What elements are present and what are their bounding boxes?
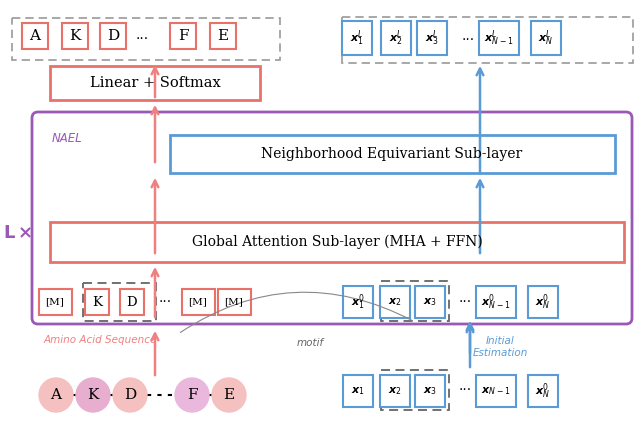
- Bar: [381, 281, 449, 321]
- Bar: [381, 21, 411, 55]
- Bar: [343, 286, 373, 318]
- Text: F: F: [187, 388, 197, 402]
- Bar: [170, 23, 196, 49]
- Text: ···: ···: [461, 33, 475, 47]
- Text: [M]: [M]: [45, 297, 65, 307]
- Bar: [120, 289, 144, 315]
- Text: K: K: [92, 296, 102, 308]
- Text: Linear + Softmax: Linear + Softmax: [90, 76, 220, 90]
- Text: F: F: [178, 29, 188, 43]
- Text: Initial
Estimation: Initial Estimation: [472, 336, 528, 357]
- Text: K: K: [69, 29, 81, 43]
- Text: ···: ···: [159, 295, 172, 309]
- Bar: [22, 23, 48, 49]
- Bar: [170, 135, 615, 173]
- Text: $\boldsymbol{x}_N^0$: $\boldsymbol{x}_N^0$: [535, 381, 550, 401]
- Text: A: A: [51, 388, 61, 402]
- Text: $\boldsymbol{x}_2$: $\boldsymbol{x}_2$: [388, 296, 402, 308]
- Text: [M]: [M]: [225, 297, 243, 307]
- Text: $\boldsymbol{x}_2$: $\boldsymbol{x}_2$: [388, 385, 402, 397]
- Bar: [476, 286, 516, 318]
- Bar: [62, 23, 88, 49]
- Text: [M]: [M]: [189, 297, 207, 307]
- Text: $\boldsymbol{x}_2^L$: $\boldsymbol{x}_2^L$: [389, 28, 403, 48]
- Bar: [12, 18, 280, 60]
- Bar: [342, 21, 372, 55]
- Text: ···: ···: [458, 383, 472, 397]
- Bar: [415, 375, 445, 407]
- Bar: [381, 370, 449, 410]
- Text: A: A: [29, 29, 40, 43]
- Text: $\boldsymbol{x}_1^0$: $\boldsymbol{x}_1^0$: [351, 292, 365, 312]
- Text: ···: ···: [458, 295, 472, 309]
- Bar: [479, 21, 519, 55]
- Text: $\boldsymbol{x}_3$: $\boldsymbol{x}_3$: [423, 296, 437, 308]
- Bar: [417, 21, 447, 55]
- Circle shape: [113, 378, 147, 412]
- Text: $\boldsymbol{x}_{N-1}$: $\boldsymbol{x}_{N-1}$: [481, 385, 511, 397]
- Text: $\boldsymbol{x}_1$: $\boldsymbol{x}_1$: [351, 385, 365, 397]
- Bar: [39, 289, 72, 315]
- Bar: [218, 289, 251, 315]
- Text: $\boldsymbol{x}_N^0$: $\boldsymbol{x}_N^0$: [535, 292, 550, 312]
- Bar: [50, 66, 260, 100]
- Text: Global Attention Sub-layer (MHA + FFN): Global Attention Sub-layer (MHA + FFN): [191, 235, 483, 249]
- Text: $\boldsymbol{x}_1^L$: $\boldsymbol{x}_1^L$: [350, 28, 364, 48]
- Bar: [85, 289, 109, 315]
- Bar: [83, 283, 156, 321]
- Bar: [531, 21, 561, 55]
- Text: E: E: [218, 29, 228, 43]
- Bar: [50, 222, 624, 262]
- Text: ···: ···: [136, 32, 148, 46]
- Text: motif: motif: [296, 338, 324, 348]
- Text: $\mathbf{L\times}$: $\mathbf{L\times}$: [3, 224, 33, 242]
- Bar: [528, 286, 558, 318]
- Text: $\boldsymbol{x}_{N-1}^0$: $\boldsymbol{x}_{N-1}^0$: [481, 292, 511, 312]
- Text: D: D: [124, 388, 136, 402]
- Circle shape: [39, 378, 73, 412]
- Circle shape: [212, 378, 246, 412]
- Text: Neighborhood Equivariant Sub-layer: Neighborhood Equivariant Sub-layer: [261, 147, 523, 161]
- Text: E: E: [223, 388, 235, 402]
- Text: D: D: [107, 29, 119, 43]
- Bar: [415, 286, 445, 318]
- Text: $\boldsymbol{x}_3^L$: $\boldsymbol{x}_3^L$: [425, 28, 439, 48]
- Bar: [210, 23, 236, 49]
- Bar: [476, 375, 516, 407]
- Text: $\boldsymbol{x}_N^L$: $\boldsymbol{x}_N^L$: [538, 28, 554, 48]
- Text: NAEL: NAEL: [52, 132, 83, 145]
- Circle shape: [175, 378, 209, 412]
- Text: K: K: [87, 388, 99, 402]
- Circle shape: [76, 378, 110, 412]
- Bar: [380, 375, 410, 407]
- Text: Amino Acid Sequence: Amino Acid Sequence: [44, 335, 157, 345]
- Bar: [380, 286, 410, 318]
- Text: D: D: [127, 296, 138, 308]
- Bar: [528, 375, 558, 407]
- Bar: [343, 375, 373, 407]
- Bar: [100, 23, 126, 49]
- Text: $\boldsymbol{x}_3$: $\boldsymbol{x}_3$: [423, 385, 437, 397]
- Text: $\boldsymbol{x}_{N-1}^L$: $\boldsymbol{x}_{N-1}^L$: [484, 28, 514, 48]
- Bar: [182, 289, 215, 315]
- Bar: [342, 17, 633, 63]
